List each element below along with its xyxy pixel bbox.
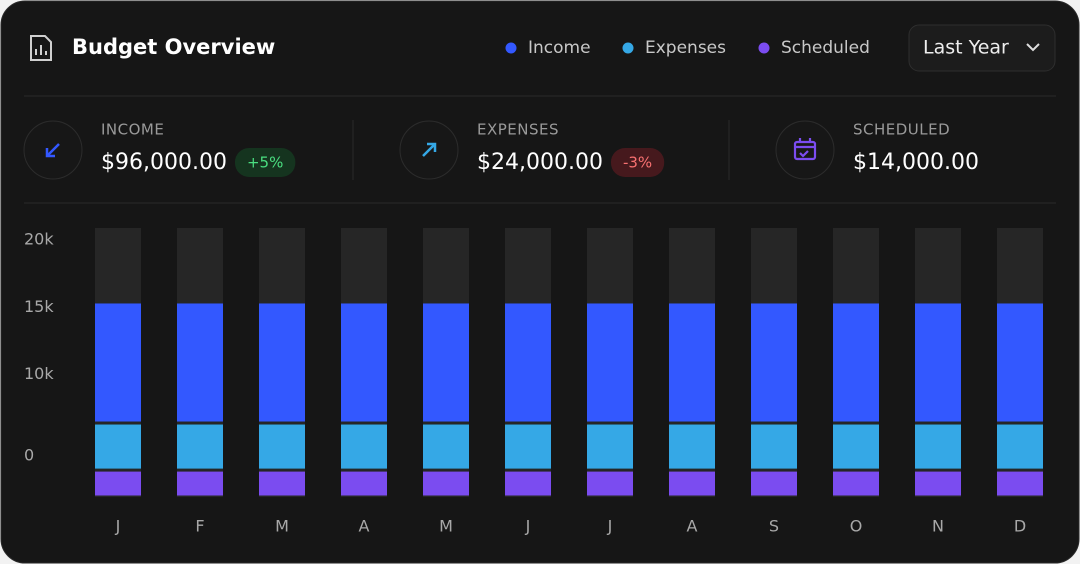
bar-segment: [997, 303, 1043, 422]
stat-label: INCOME: [101, 121, 164, 139]
bar-segment: [669, 424, 715, 469]
bar-segment: [95, 424, 141, 469]
bar-segment: [751, 424, 797, 469]
x-tick-label: F: [195, 517, 204, 536]
x-tick-label: M: [439, 517, 453, 536]
bar-segment: [259, 303, 305, 422]
bar-segment: [751, 303, 797, 422]
bar-segment: [423, 424, 469, 469]
bar-segment: [833, 424, 879, 469]
bar-segment: [423, 303, 469, 422]
bar-segment: [751, 471, 797, 496]
bar-segment: [177, 303, 223, 422]
stat-badge-text: +5%: [247, 154, 283, 172]
report-icon: [30, 35, 52, 61]
bar-segment: [259, 424, 305, 469]
x-tick-label: J: [115, 517, 121, 536]
bar-segment: [177, 471, 223, 496]
bar-segment: [669, 471, 715, 496]
stat-value: $14,000.00: [853, 150, 979, 175]
bar-segment: [505, 471, 551, 496]
bar-segment: [833, 471, 879, 496]
bar-segment: [587, 424, 633, 469]
legend-dot: [505, 42, 517, 54]
stat-label: EXPENSES: [477, 121, 559, 139]
stat-badge: [234, 148, 296, 177]
stat-value: $96,000.00: [101, 150, 227, 175]
period-dropdown[interactable]: [908, 24, 1056, 72]
bar-segment: [997, 471, 1043, 496]
bar-segment: [341, 471, 387, 496]
income-icon: [45, 143, 60, 158]
legend-dot: [622, 42, 634, 54]
bar-segment: [915, 303, 961, 422]
x-tick-label: A: [359, 517, 370, 536]
scheduled-icon-bg: [775, 120, 835, 180]
bar-segment: [177, 424, 223, 469]
chart: 0 10k 15k 20k J F M A M J J A S O N D: [24, 228, 1043, 536]
bar-segment: [505, 424, 551, 469]
bar-segment: [341, 303, 387, 422]
bar-segment: [587, 303, 633, 422]
bar-segment: [341, 424, 387, 469]
y-tick-label: 20k: [24, 230, 54, 249]
x-tick-label: O: [850, 517, 863, 536]
title: Budget Overview: [72, 35, 275, 59]
bar-segment: [95, 471, 141, 496]
x-tick-label: N: [932, 517, 944, 536]
stat-value: $24,000.00: [477, 150, 603, 175]
bar-segment: [423, 471, 469, 496]
x-tick-label: D: [1014, 517, 1026, 536]
x-tick-label: M: [275, 517, 289, 536]
period-label[interactable]: Last Year: [923, 37, 1009, 59]
bar-segment: [997, 424, 1043, 469]
x-tick-label: S: [769, 517, 779, 536]
expenses-icon: [422, 142, 437, 157]
bar-segment: [915, 424, 961, 469]
legend-label: Expenses: [645, 38, 726, 58]
bar-segment: [915, 471, 961, 496]
y-tick-label: 0: [24, 446, 34, 465]
x-tick-label: J: [525, 517, 531, 536]
legend-dot: [758, 42, 770, 54]
x-tick-label: J: [607, 517, 613, 536]
bar-segment: [259, 471, 305, 496]
stat-label: SCHEDULED: [853, 121, 950, 139]
legend: Income Expenses Scheduled: [505, 38, 870, 58]
stats: INCOME $96,000.00 +5% EXPENSES $24,000.00 -3%…: [101, 121, 979, 177]
bar-segment: [95, 303, 141, 422]
legend-label: Income: [528, 38, 591, 58]
scheduled-icon: [793, 138, 817, 161]
stat-badge: [610, 148, 665, 177]
bar-segment: [505, 303, 551, 422]
bar-segment: [833, 303, 879, 422]
chevron[interactable]: [1026, 43, 1040, 52]
x-tick-label: A: [687, 517, 698, 536]
y-tick-label: 10k: [24, 364, 54, 383]
bar-segment: [587, 471, 633, 496]
stat-badge-text: -3%: [623, 154, 652, 172]
bar-segment: [669, 303, 715, 422]
y-tick-label: 15k: [24, 297, 54, 316]
legend-label: Scheduled: [781, 38, 870, 58]
